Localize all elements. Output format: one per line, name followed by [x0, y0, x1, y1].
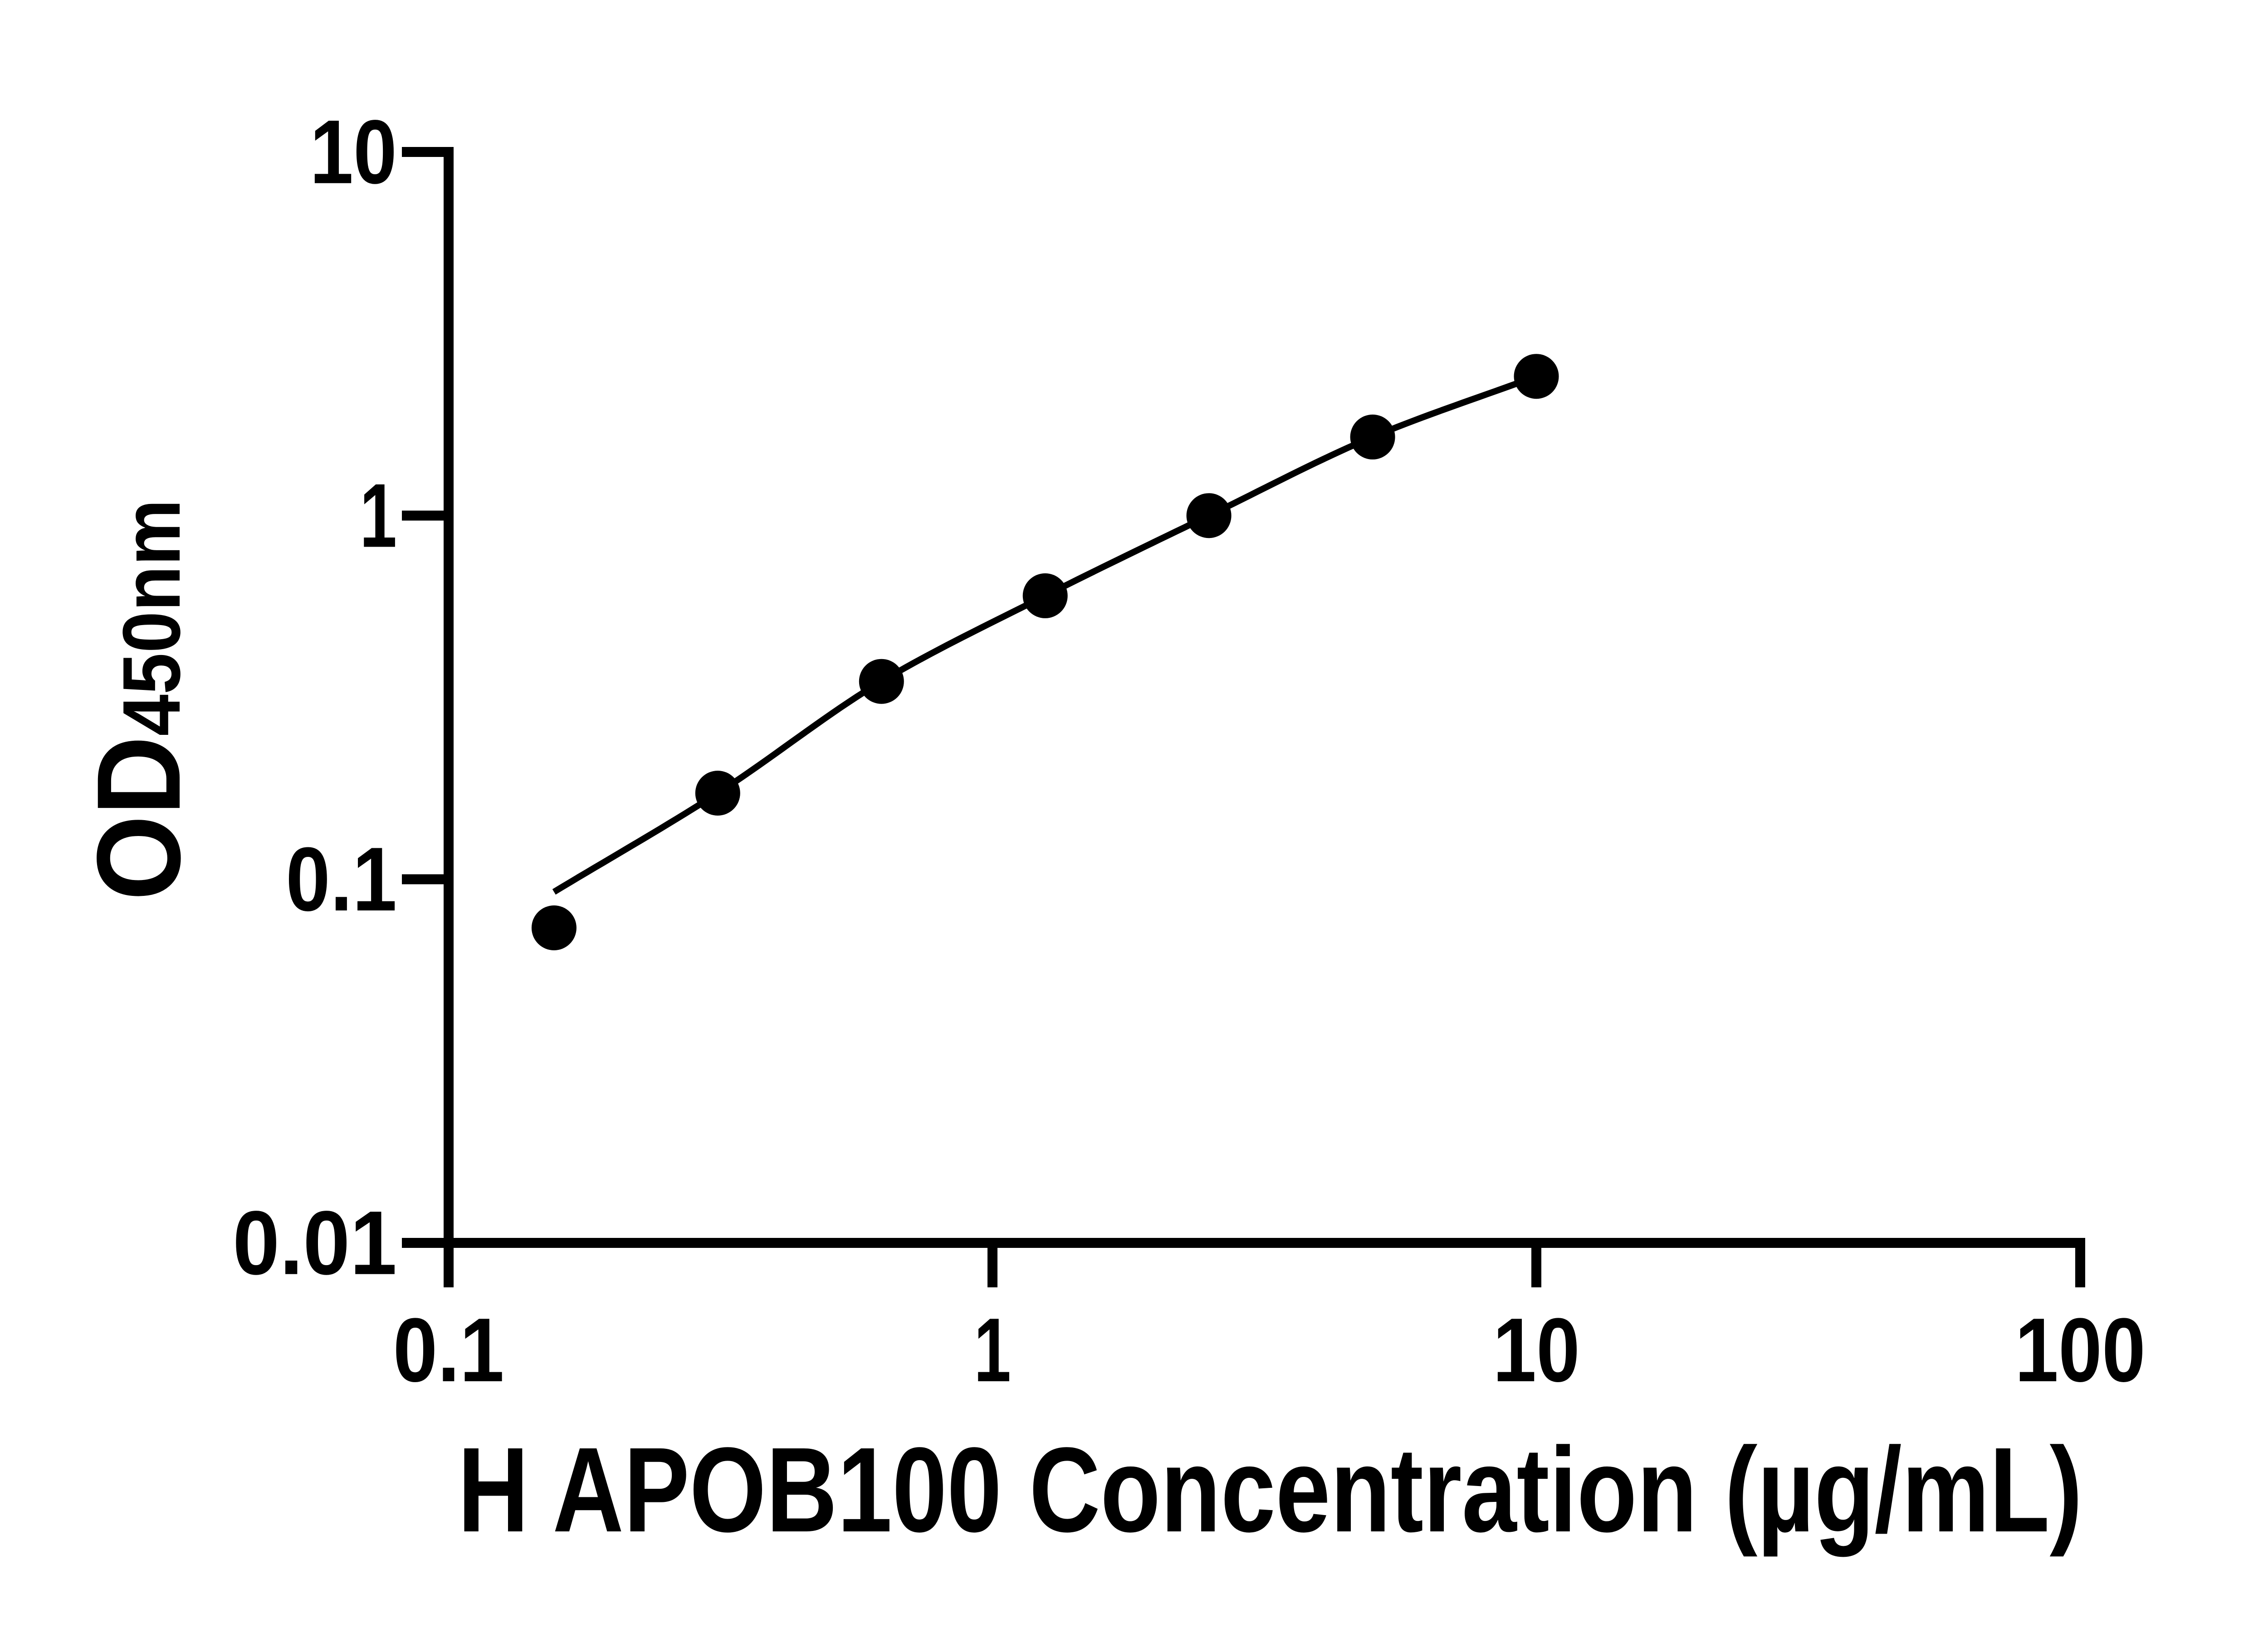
y-tick-label: 0.1 — [286, 829, 397, 930]
data-point — [531, 905, 577, 950]
x-tick-label: 10 — [1493, 1300, 1580, 1401]
data-point — [1186, 493, 1232, 538]
fit-curve — [552, 373, 1538, 895]
y-axis-title: OD450nm — [72, 499, 205, 901]
y-tick-label: 0.01 — [233, 1193, 397, 1294]
x-tick-label: 100 — [2015, 1300, 2146, 1401]
data-point — [1022, 573, 1068, 618]
x-tick-label: 0.1 — [393, 1300, 504, 1401]
data-point — [695, 771, 740, 816]
data-point — [1514, 354, 1559, 399]
y-tick-label: 1 — [360, 465, 397, 566]
y-axis-title-subscript: 450nm — [106, 499, 197, 736]
data-point — [1350, 414, 1395, 460]
y-axis-title-main: OD — [72, 736, 205, 901]
y-tick-label: 10 — [310, 102, 397, 203]
x-tick-label: 1 — [974, 1300, 1011, 1401]
data-point — [859, 659, 904, 704]
x-axis-title: H APOB100 Concentration (µg/mL) — [458, 1423, 2082, 1558]
